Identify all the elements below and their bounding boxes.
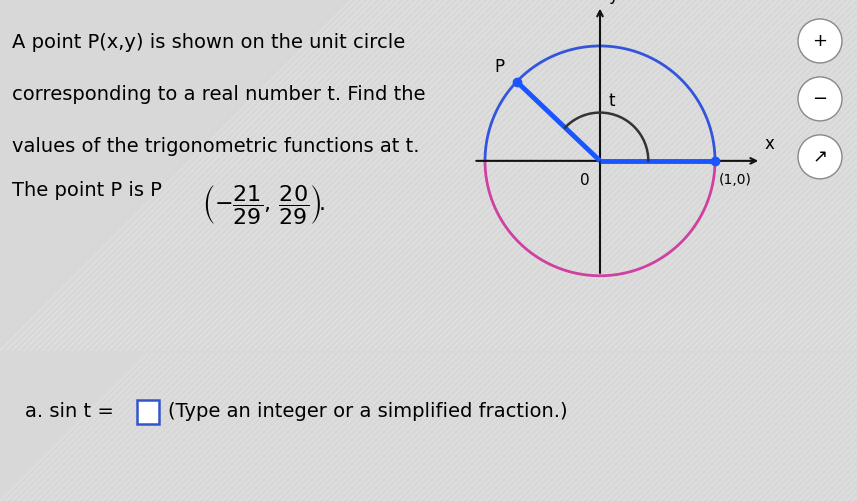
Text: a. sin t =: a. sin t = <box>25 402 114 421</box>
FancyBboxPatch shape <box>137 400 159 424</box>
Text: ↗: ↗ <box>812 148 828 166</box>
Text: values of the trigonometric functions at t.: values of the trigonometric functions at… <box>12 137 419 156</box>
Text: 0: 0 <box>580 173 590 188</box>
Text: y: y <box>608 0 618 4</box>
Text: The point P is P: The point P is P <box>12 181 162 200</box>
Text: A point P(x,y) is shown on the unit circle: A point P(x,y) is shown on the unit circ… <box>12 33 405 52</box>
Text: +: + <box>812 32 828 50</box>
Text: t: t <box>608 92 615 110</box>
Text: P: P <box>494 58 505 76</box>
Text: −: − <box>812 90 828 108</box>
Text: corresponding to a real number t. Find the: corresponding to a real number t. Find t… <box>12 85 425 104</box>
Text: $\left(-\dfrac{21}{29},\,\dfrac{20}{29}\right)\!.$: $\left(-\dfrac{21}{29},\,\dfrac{20}{29}\… <box>202 183 326 226</box>
Text: x: x <box>765 135 775 153</box>
Text: (1,0): (1,0) <box>719 173 752 187</box>
Circle shape <box>798 19 842 63</box>
Circle shape <box>798 77 842 121</box>
Circle shape <box>798 135 842 179</box>
Text: (Type an integer or a simplified fraction.): (Type an integer or a simplified fractio… <box>168 402 567 421</box>
